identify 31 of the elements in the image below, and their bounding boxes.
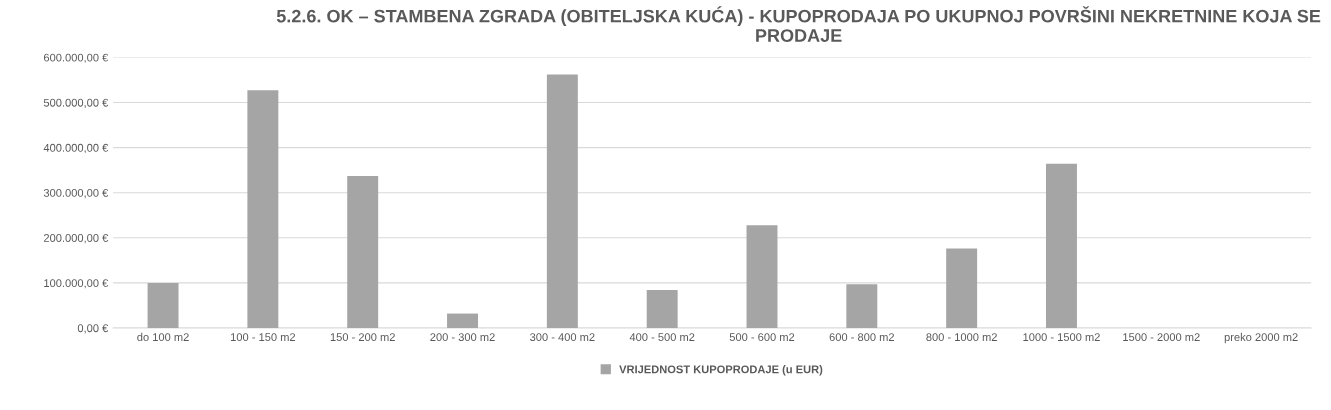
bar — [1046, 163, 1077, 328]
x-tick-label: 300 - 400 m2 — [530, 333, 595, 342]
x-tick-label: 400 - 500 m2 — [629, 333, 695, 342]
bar — [846, 284, 878, 328]
bar — [447, 313, 478, 328]
x-tick-label: 800 - 1000 m2 — [926, 333, 997, 342]
x-tick-label: 200 - 300 m2 — [430, 333, 495, 342]
x-tick-label: 600 - 800 m2 — [829, 333, 894, 342]
x-tick-label: 1000 - 1500 m2 — [1023, 333, 1100, 342]
bar — [946, 248, 978, 328]
bar — [147, 282, 179, 328]
x-tick-label: 1500 - 2000 m2 — [1123, 333, 1200, 342]
chart-title: 5.2.6. OK – STAMBENA ZGRADA (OBITELJSKA KUĆA) - KUPOPRODAJA PO UKUPNOJ POVRŠINI NEKRETNINE KOJA SE PRODAJE — [276, 6, 1321, 42]
y-tick-label: 200.000,00 € — [43, 234, 109, 244]
y-tick-label: 500.000,00 € — [43, 98, 109, 108]
bar — [546, 74, 578, 328]
x-tick-label: 500 - 600 m2 — [729, 333, 795, 342]
legend-label: VRIJEDNOST KUPOPRODAJE (u EUR) — [619, 365, 823, 376]
bar — [746, 225, 778, 328]
bar — [347, 176, 379, 328]
y-tick-label: 0,00 € — [77, 324, 109, 334]
x-tick-label: do 100 m2 — [137, 332, 189, 342]
y-tick-label: 600.000,00 € — [43, 53, 109, 63]
y-tick-label: 400.000,00 € — [43, 143, 109, 154]
y-tick-label: 100.000,00 € — [44, 279, 109, 289]
x-tick-label: 150 - 200 m2 — [330, 333, 395, 342]
bar — [247, 90, 279, 328]
x-tick-label: preko 2000 m2 — [1224, 332, 1298, 344]
x-tick-label: 100 - 150 m2 — [230, 333, 296, 342]
bar — [646, 290, 678, 328]
y-tick-label: 300.000,00 € — [43, 188, 109, 199]
